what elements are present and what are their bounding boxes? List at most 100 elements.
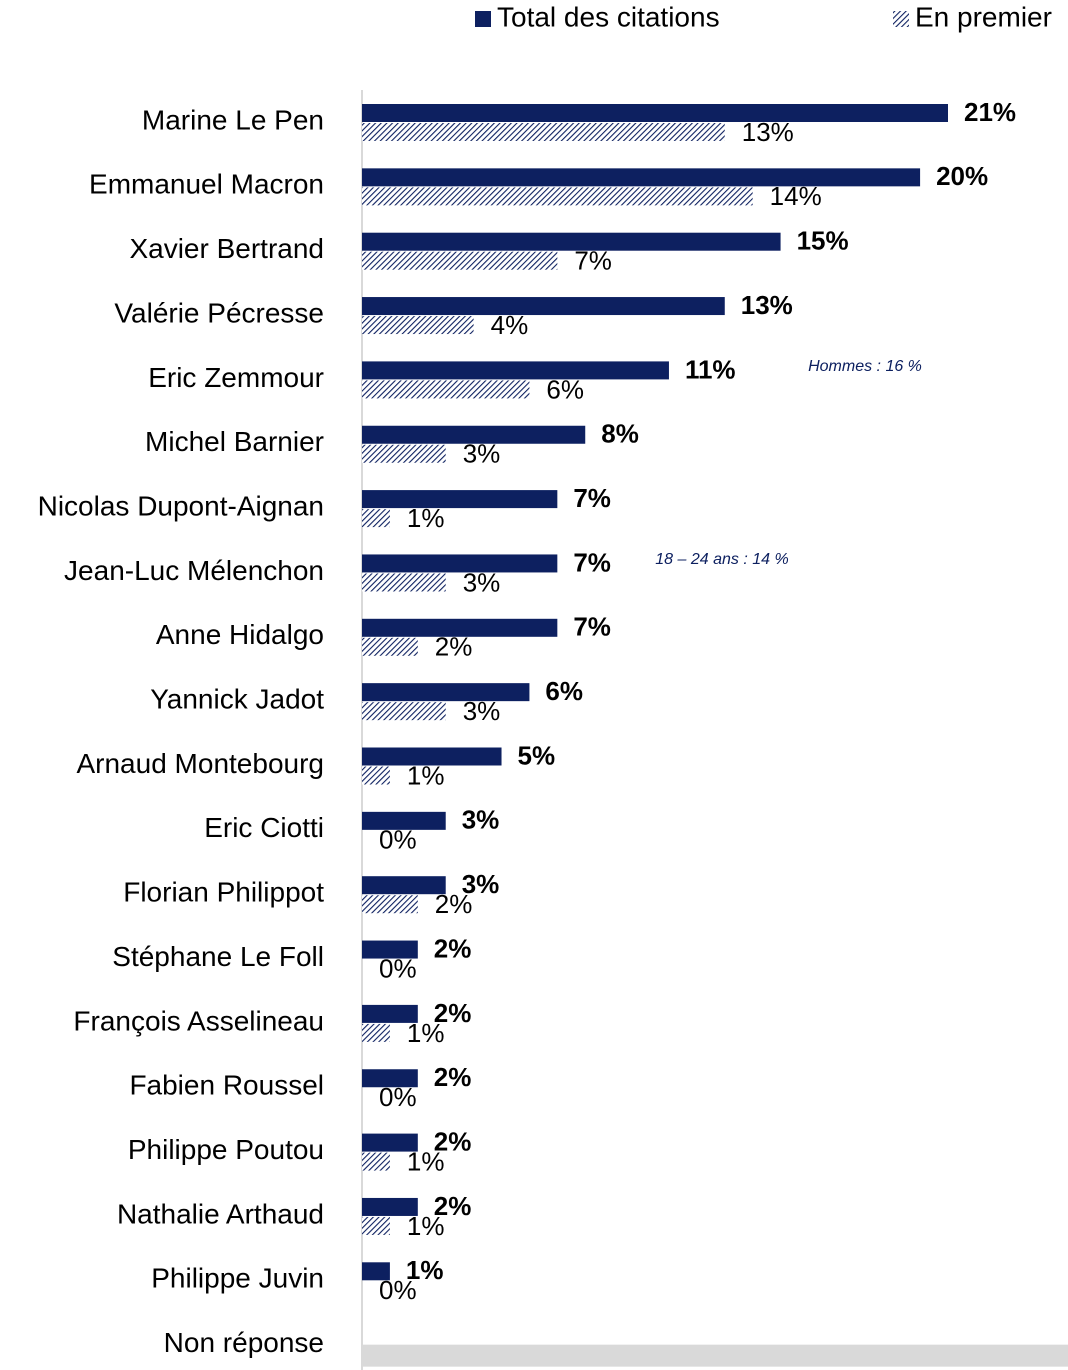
bar: [362, 1152, 390, 1171]
category-label: Fabien Roussel: [129, 1070, 324, 1101]
legend-swatch: [893, 11, 909, 27]
bar: [362, 297, 725, 316]
data-label: 1%: [407, 1211, 445, 1241]
data-label: 3%: [462, 805, 500, 835]
data-label: 7%: [574, 246, 612, 276]
bar: [362, 618, 558, 637]
annotation: Hommes : 16 %: [808, 358, 922, 375]
data-label: 2%: [434, 1062, 472, 1092]
bar: [362, 168, 921, 187]
bar: [362, 380, 530, 399]
bar: [362, 1262, 390, 1281]
data-label: 5%: [518, 740, 556, 770]
category-label: François Asselineau: [73, 1005, 324, 1036]
data-label: 3%: [462, 869, 500, 899]
data-label: 7%: [573, 547, 611, 577]
data-label: 21%: [964, 97, 1016, 127]
data-label: 3%: [463, 439, 501, 469]
data-label: 0%: [379, 1275, 417, 1305]
bar: [362, 509, 390, 528]
bar: [362, 1344, 1068, 1367]
data-label: 1%: [407, 1146, 445, 1176]
bar: [362, 425, 586, 444]
data-label: 1%: [407, 503, 445, 533]
data-label: 7%: [573, 612, 611, 642]
category-label: Emmanuel Macron: [89, 169, 324, 200]
legend-label: En premier: [915, 1, 1052, 32]
bar: [362, 637, 418, 656]
bar: [362, 104, 948, 122]
legend-swatch: [475, 11, 491, 27]
data-label: 2%: [434, 998, 472, 1028]
data-label: 13%: [742, 117, 794, 147]
bar: [362, 444, 446, 463]
data-label: 3%: [463, 696, 501, 726]
data-label: 7%: [573, 483, 611, 513]
data-label: 0%: [379, 1082, 417, 1112]
data-label: 1%: [406, 1255, 444, 1285]
bar: [362, 554, 558, 573]
category-label: Valérie Pécresse: [114, 297, 324, 328]
bar: [362, 683, 530, 702]
legend-label: Total des citations: [497, 1, 720, 32]
data-label: 0%: [379, 825, 417, 855]
bar: [362, 940, 418, 959]
category-label: Eric Ciotti: [204, 812, 324, 843]
bar: [362, 251, 558, 270]
bar: [362, 876, 446, 895]
category-label: Florian Philippot: [123, 877, 324, 908]
bar: [362, 895, 418, 914]
bar: [362, 1023, 390, 1042]
bar: [362, 1133, 418, 1152]
bar: [362, 1004, 418, 1023]
data-label: 2%: [434, 1191, 472, 1221]
category-label: Marine Le Pen: [142, 104, 324, 135]
data-label: 11%: [685, 354, 736, 384]
bar: [362, 232, 781, 251]
data-label: 2%: [434, 1126, 472, 1156]
bar: [362, 1216, 390, 1235]
bar: [362, 361, 669, 380]
bar: [362, 316, 474, 335]
category-label: Non réponse: [164, 1327, 324, 1358]
bar: [362, 490, 558, 509]
bar: [362, 187, 753, 206]
data-label: 20%: [936, 161, 988, 191]
data-label: 2%: [435, 889, 473, 919]
category-label: Stéphane Le Foll: [112, 941, 324, 972]
bar: [362, 747, 502, 766]
data-label: 0%: [379, 953, 417, 983]
category-label: Anne Hidalgo: [156, 619, 324, 650]
data-label: 6%: [546, 374, 584, 404]
data-label: 14%: [770, 181, 822, 211]
category-label: Philippe Juvin: [151, 1263, 324, 1294]
category-label: Xavier Bertrand: [129, 233, 324, 264]
bar: [362, 573, 446, 592]
bar: [362, 1069, 418, 1088]
category-label: Michel Barnier: [145, 426, 324, 457]
data-label: 2%: [434, 933, 472, 963]
data-label: 1%: [407, 760, 445, 790]
category-label: Eric Zemmour: [148, 362, 324, 393]
bar: [362, 1197, 418, 1216]
data-label: 4%: [491, 310, 529, 340]
category-label: Arnaud Montebourg: [76, 748, 324, 779]
data-label: 13%: [741, 290, 793, 320]
category-label: Yannick Jadot: [150, 684, 324, 715]
data-label: 15%: [797, 226, 849, 256]
bar: [362, 123, 725, 141]
data-label: 3%: [463, 567, 501, 597]
category-label: Philippe Poutou: [128, 1134, 324, 1165]
data-label: 2%: [435, 632, 473, 662]
data-label: 8%: [601, 419, 639, 449]
category-label: Nicolas Dupont-Aignan: [38, 490, 324, 521]
data-label: 1%: [407, 1018, 445, 1048]
bar: [362, 766, 390, 785]
annotation: 18 – 24 ans : 14 %: [655, 551, 788, 568]
category-label: Nathalie Arthaud: [117, 1198, 324, 1229]
bar: [362, 702, 446, 721]
category-label: Jean-Luc Mélenchon: [64, 555, 324, 586]
bar: [362, 811, 446, 830]
data-label: 6%: [545, 676, 583, 706]
